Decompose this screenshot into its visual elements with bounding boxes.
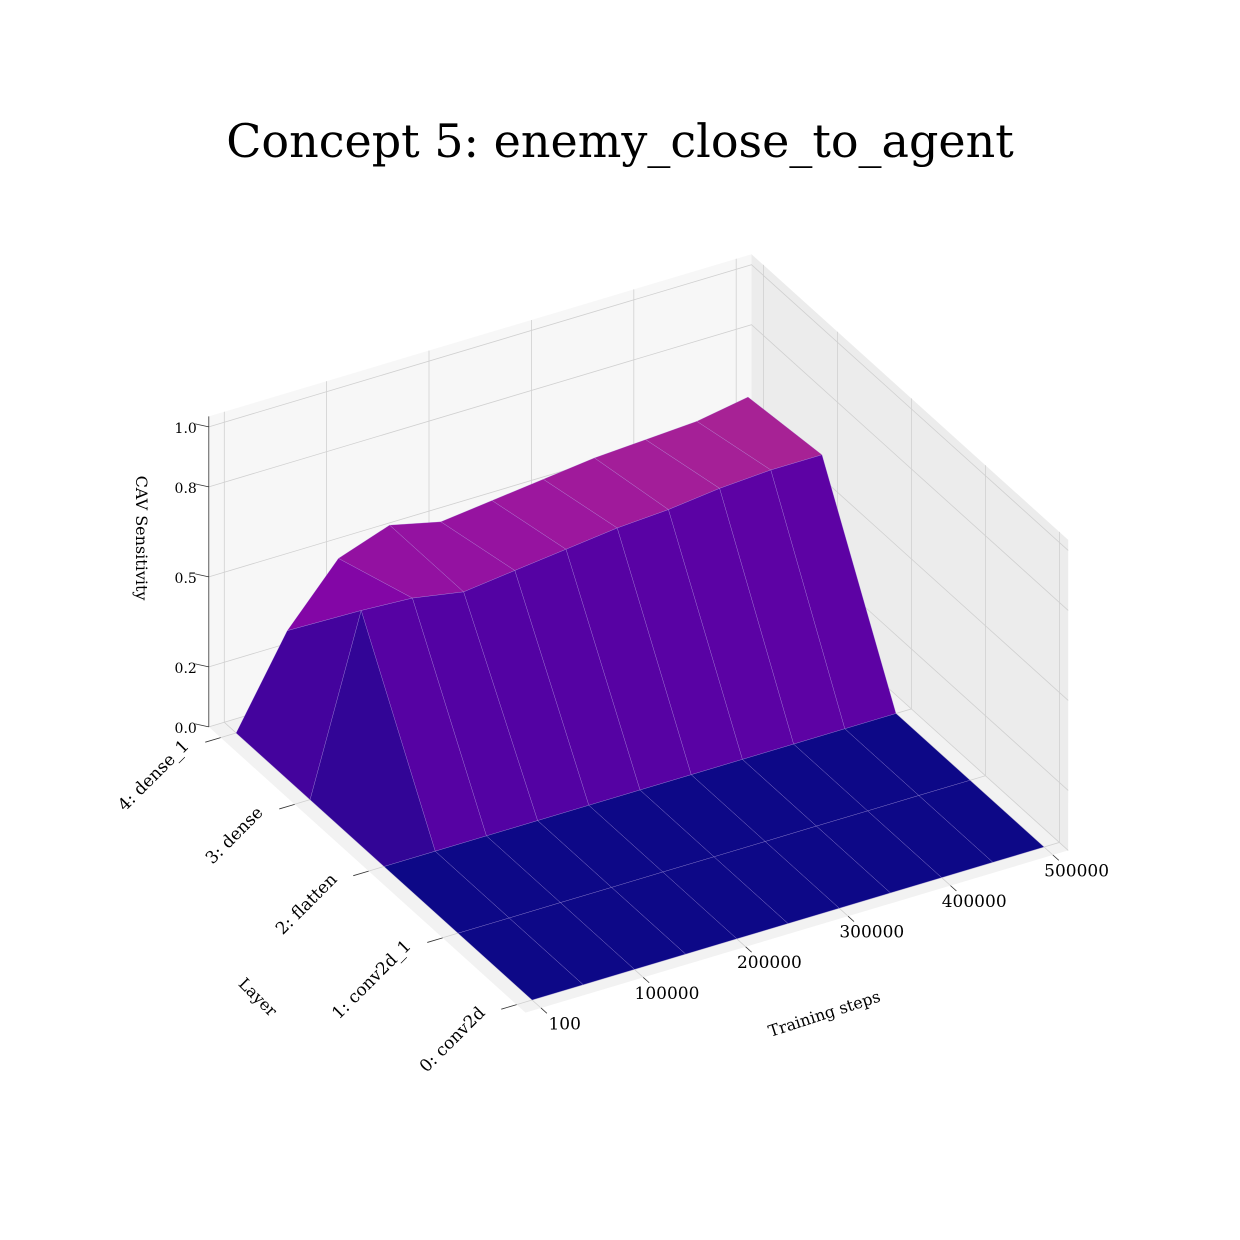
z-axis-label: CAV Sensitivity	[132, 476, 151, 601]
x-tick-mark	[745, 946, 752, 953]
x-tick-label: 500000	[1044, 861, 1109, 881]
layer-tick-mark	[501, 1004, 517, 1010]
z-grid-line	[208, 324, 1069, 611]
z-tick-mark	[195, 723, 209, 728]
z-tick-mark	[195, 573, 209, 578]
x-tick-label: 300000	[839, 923, 904, 943]
layer-tick-label: 1: conv2d_1	[328, 936, 415, 1023]
z-tick-label: 0.5	[175, 571, 197, 587]
z-grid-line	[208, 264, 1069, 551]
x-tick-label: 200000	[737, 953, 802, 973]
x-tick-mark	[950, 885, 957, 892]
layer-tick-mark	[353, 870, 369, 877]
x-tick-label: 100	[548, 1014, 580, 1034]
z-tick-label: 0.0	[175, 721, 197, 737]
layer-tick-label: 4: dense_1	[114, 736, 193, 815]
z-tick-label: 1.0	[175, 421, 197, 437]
layer-tick-mark	[205, 737, 221, 743]
z-tick-mark	[195, 423, 209, 428]
z-tick-mark	[195, 663, 209, 668]
layer-tick-label: 0: conv2d	[416, 1003, 490, 1077]
x-tick-label: 100000	[635, 984, 700, 1004]
z-tick-mark	[195, 483, 209, 488]
surface-patch	[457, 917, 584, 1001]
side-pane	[751, 254, 1069, 851]
x-tick-mark	[643, 977, 650, 984]
z-tick-label: 0.8	[175, 481, 197, 497]
chart-title: Concept 5: enemy_close_to_agent	[226, 114, 1014, 168]
x-tick-mark	[1052, 854, 1060, 861]
z-tick-label: 0.2	[175, 661, 197, 677]
x-axis-label: Training steps	[766, 987, 883, 1041]
layer-tick-mark	[427, 937, 443, 943]
layer-tick-mark	[279, 803, 295, 810]
x-tick-mark	[540, 1007, 548, 1014]
x-tick-label: 400000	[942, 892, 1007, 912]
y-axis-label: Layer	[235, 974, 281, 1020]
x-tick-mark	[847, 915, 855, 922]
surface	[235, 396, 1045, 1001]
layer-tick-label: 2: flatten	[272, 870, 341, 939]
layer-tick-label: 3: dense	[202, 803, 267, 868]
